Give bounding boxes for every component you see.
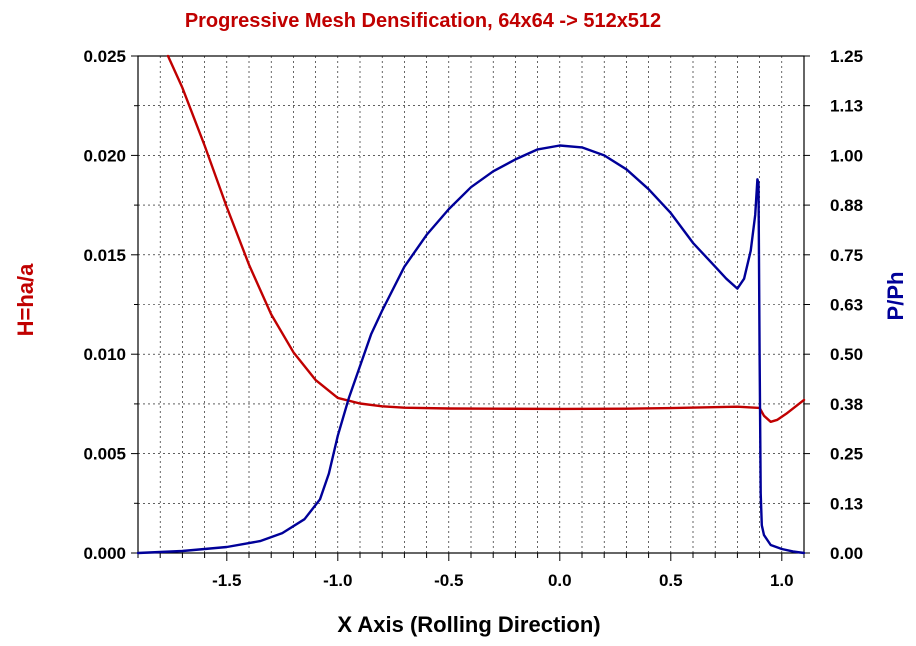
- x-tick-label: -1.5: [212, 571, 241, 590]
- left-y-tick-label: 0.020: [83, 146, 126, 165]
- right-y-tick-label: 1.00: [830, 146, 863, 165]
- right-y-axis-label: P/Ph: [883, 272, 908, 321]
- left-y-tick-label: 0.015: [83, 246, 126, 265]
- left-y-axis-ticks: 0.000 0.005 0.010 0.015 0.020 0.025: [83, 47, 138, 563]
- x-tick-label: -1.0: [323, 571, 352, 590]
- right-y-tick-label: 0.75: [830, 246, 863, 265]
- x-axis-label: X Axis (Rolling Direction): [337, 612, 600, 637]
- right-y-tick-label: 1.25: [830, 47, 863, 66]
- right-y-tick-label: 1.13: [830, 97, 863, 116]
- right-y-tick-label: 0.38: [830, 395, 863, 414]
- right-y-tick-label: 0.00: [830, 544, 863, 563]
- left-y-tick-label: 0.005: [83, 445, 126, 464]
- right-y-tick-label: 0.50: [830, 345, 863, 364]
- series-line-h: [166, 54, 806, 423]
- left-y-tick-label: 0.025: [83, 47, 126, 66]
- series-line-p-ph: [136, 144, 806, 555]
- left-y-axis-label: H=ha/a: [13, 263, 38, 337]
- right-y-tick-label: 0.63: [830, 296, 863, 315]
- left-y-tick-label: 0.000: [83, 544, 126, 563]
- right-y-tick-label: 0.88: [830, 196, 863, 215]
- x-axis-ticks: -1.5 -1.0 -0.5 0.0 0.5 1.0: [137, 553, 805, 590]
- right-y-tick-label: 0.13: [830, 494, 863, 513]
- right-y-tick-label: 0.25: [830, 445, 863, 464]
- left-y-tick-label: 0.010: [83, 345, 126, 364]
- grid: [137, 56, 805, 553]
- series-lines: [136, 54, 806, 555]
- right-y-axis-ticks: 0.00 0.13 0.25 0.38 0.50 0.63 0.75 0.88 1.00 1.13…: [804, 47, 863, 563]
- x-tick-label: -0.5: [434, 571, 463, 590]
- x-tick-label: 1.0: [770, 571, 794, 590]
- chart-title: Progressive Mesh Densification, 64x64 ->…: [185, 10, 661, 32]
- x-tick-label: 0.0: [548, 571, 572, 590]
- x-tick-label: 0.5: [659, 571, 683, 590]
